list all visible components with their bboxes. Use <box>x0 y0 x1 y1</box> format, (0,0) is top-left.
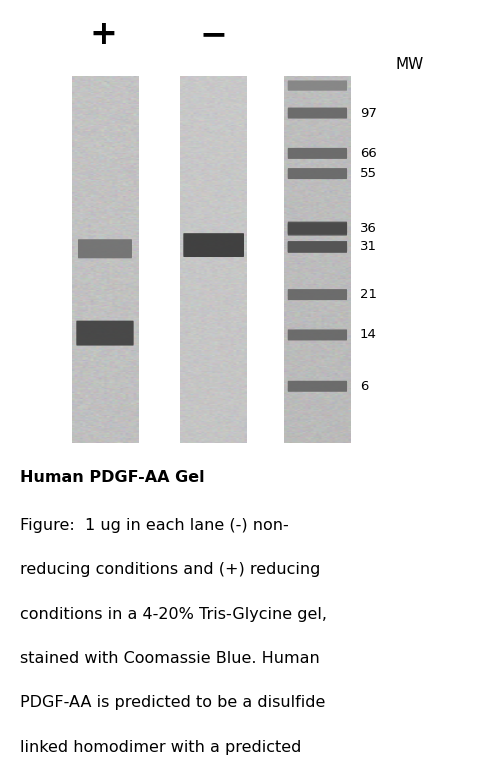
FancyBboxPatch shape <box>288 223 347 234</box>
Text: 55: 55 <box>360 167 376 180</box>
Text: MW: MW <box>395 57 423 73</box>
Text: conditions in a 4-20% Tris-Glycine gel,: conditions in a 4-20% Tris-Glycine gel, <box>20 607 327 622</box>
Text: Human PDGF-AA Gel: Human PDGF-AA Gel <box>20 470 205 485</box>
FancyBboxPatch shape <box>288 168 347 179</box>
FancyBboxPatch shape <box>288 148 347 159</box>
Text: Figure:  1 ug in each lane (-) non-: Figure: 1 ug in each lane (-) non- <box>20 518 288 533</box>
FancyBboxPatch shape <box>288 289 347 300</box>
Text: 66: 66 <box>360 147 376 160</box>
FancyBboxPatch shape <box>78 239 132 258</box>
Text: linked homodimer with a predicted: linked homodimer with a predicted <box>20 740 301 755</box>
FancyBboxPatch shape <box>288 80 347 91</box>
FancyBboxPatch shape <box>76 321 134 345</box>
Text: −: − <box>200 18 227 51</box>
Text: 21: 21 <box>360 288 376 301</box>
FancyBboxPatch shape <box>183 233 244 257</box>
FancyBboxPatch shape <box>288 241 347 252</box>
Text: 6: 6 <box>360 380 368 393</box>
FancyBboxPatch shape <box>288 380 347 392</box>
FancyBboxPatch shape <box>288 241 347 253</box>
Text: 36: 36 <box>360 222 376 235</box>
Text: stained with Coomassie Blue. Human: stained with Coomassie Blue. Human <box>20 651 320 666</box>
FancyBboxPatch shape <box>288 222 347 235</box>
Text: PDGF-AA is predicted to be a disulfide: PDGF-AA is predicted to be a disulfide <box>20 695 325 711</box>
Text: +: + <box>90 18 118 51</box>
Text: 97: 97 <box>360 106 376 120</box>
Text: 31: 31 <box>360 241 376 254</box>
FancyBboxPatch shape <box>288 108 347 118</box>
Text: reducing conditions and (+) reducing: reducing conditions and (+) reducing <box>20 562 320 578</box>
FancyBboxPatch shape <box>288 329 347 341</box>
Text: 14: 14 <box>360 329 376 342</box>
